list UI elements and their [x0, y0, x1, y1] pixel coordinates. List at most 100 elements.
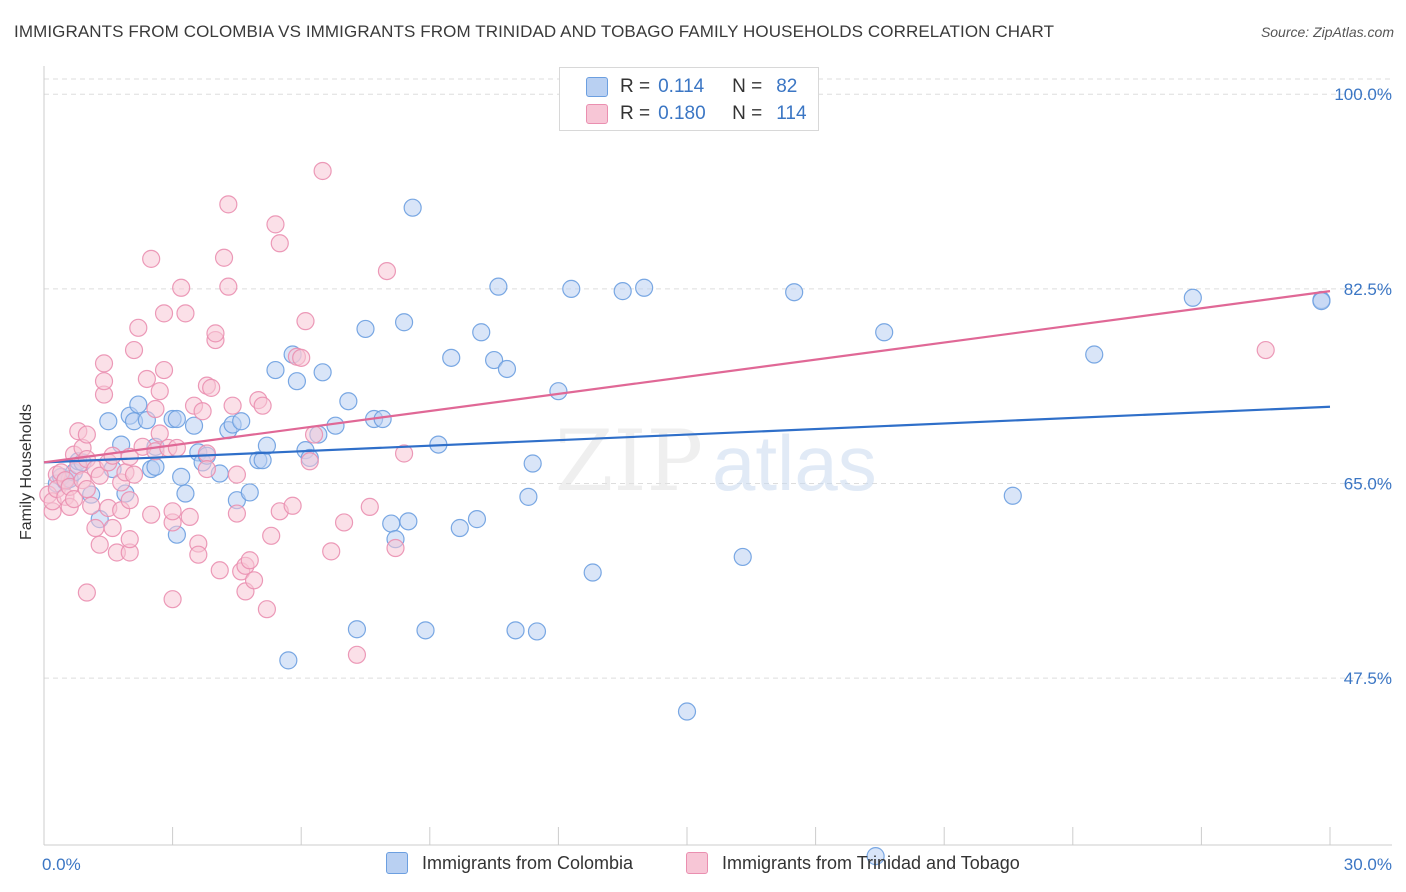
point-trinidad	[77, 479, 96, 499]
point-trinidad	[150, 382, 169, 401]
point-colombia	[326, 416, 345, 435]
point-trinidad	[129, 318, 148, 337]
point-trinidad	[347, 645, 367, 664]
point-trinidad	[103, 518, 122, 538]
point-colombia	[146, 457, 165, 476]
point-colombia	[485, 350, 504, 370]
point-trinidad	[90, 535, 109, 554]
watermark-zip: ZIP	[555, 412, 703, 510]
point-colombia	[279, 651, 298, 670]
point-colombia	[875, 323, 894, 342]
point-colombia	[1183, 288, 1202, 307]
point-colombia	[240, 483, 259, 502]
point-colombia	[347, 620, 367, 639]
point-trinidad	[206, 324, 225, 343]
point-colombia	[184, 416, 204, 435]
legend-swatch-trinidad	[686, 852, 708, 874]
point-trinidad	[176, 304, 195, 323]
point-colombia	[523, 454, 542, 473]
point-colombia	[416, 621, 435, 640]
point-trinidad	[296, 312, 315, 331]
point-trinidad	[360, 497, 379, 516]
point-colombia	[266, 360, 285, 380]
point-colombia	[399, 512, 418, 531]
point-trinidad	[172, 278, 191, 297]
legend-swatch-colombia	[386, 852, 408, 874]
point-colombia	[442, 348, 461, 367]
point-trinidad	[94, 354, 114, 373]
point-trinidad	[210, 561, 229, 580]
point-colombia	[506, 621, 525, 640]
point-colombia	[785, 283, 804, 302]
point-colombia	[866, 847, 885, 866]
point-colombia	[382, 514, 401, 533]
y-tick-label: 82.5%	[1344, 280, 1392, 299]
point-trinidad	[227, 504, 246, 523]
source-label: Source: ZipAtlas.com	[1260, 24, 1394, 40]
point-colombia	[467, 510, 487, 529]
point-colombia	[99, 412, 118, 431]
point-trinidad	[244, 571, 264, 590]
x-tick-label: 0.0%	[42, 855, 81, 874]
point-trinidad	[266, 215, 285, 234]
legend-r-value: 0.114	[658, 76, 705, 97]
watermark-atlas: atlas	[712, 419, 877, 507]
legend-r-value: 0.180	[658, 103, 706, 124]
point-colombia	[1312, 292, 1331, 311]
point-trinidad	[103, 446, 122, 465]
point-trinidad	[142, 249, 161, 268]
point-colombia	[339, 392, 358, 411]
point-colombia	[562, 279, 581, 298]
point-trinidad	[124, 340, 144, 360]
point-colombia	[472, 323, 491, 342]
point-colombia	[1085, 345, 1104, 364]
point-colombia	[1003, 486, 1022, 505]
point-colombia	[733, 547, 752, 567]
point-colombia	[176, 484, 195, 503]
point-trinidad	[377, 261, 397, 281]
point-trinidad	[163, 590, 182, 609]
point-colombia	[287, 372, 307, 391]
point-trinidad	[300, 452, 319, 471]
tick-labels: 47.5% 65.0% 82.5% 100.0% 0.0% 30.0%	[42, 85, 1392, 874]
point-trinidad	[64, 489, 84, 509]
point-trinidad	[292, 348, 311, 367]
legend-row-colombia: R = 0.114 N = 82	[586, 75, 797, 99]
point-trinidad	[124, 465, 144, 484]
point-trinidad	[257, 600, 277, 619]
point-trinidad	[137, 369, 156, 389]
legend-row-trinidad: R = 0.180 N = 114	[586, 102, 807, 126]
point-colombia	[257, 436, 277, 455]
point-colombia	[403, 198, 422, 217]
point-colombia	[519, 487, 538, 506]
watermark: ZIP atlas	[555, 412, 877, 510]
point-trinidad	[223, 396, 242, 415]
point-trinidad	[154, 360, 174, 380]
point-trinidad	[219, 195, 238, 214]
point-trinidad	[240, 551, 259, 570]
y-tick-label: 100.0%	[1334, 85, 1392, 104]
point-trinidad	[197, 459, 216, 479]
point-trinidad	[283, 496, 302, 515]
legend-n-label: N =	[732, 76, 763, 97]
point-colombia	[489, 277, 508, 296]
point-trinidad	[146, 399, 165, 419]
point-colombia	[172, 467, 191, 486]
point-colombia	[497, 359, 517, 379]
point-trinidad	[142, 505, 161, 524]
point-colombia	[677, 702, 697, 721]
point-colombia	[635, 278, 654, 297]
legend-item-trinidad: Immigrants from Trinidad and Tobago	[686, 852, 1020, 874]
legend-label-colombia: Immigrants from Colombia	[422, 852, 634, 873]
point-colombia	[583, 563, 602, 582]
point-colombia	[129, 395, 148, 414]
point-trinidad	[77, 425, 96, 444]
point-colombia	[394, 313, 414, 332]
trend-line-colombia	[43, 405, 1331, 464]
trend-line-trinidad	[43, 290, 1331, 464]
legend-r-label: R =	[620, 103, 651, 124]
point-trinidad	[219, 277, 238, 296]
point-trinidad	[334, 513, 354, 532]
point-trinidad	[163, 502, 182, 521]
